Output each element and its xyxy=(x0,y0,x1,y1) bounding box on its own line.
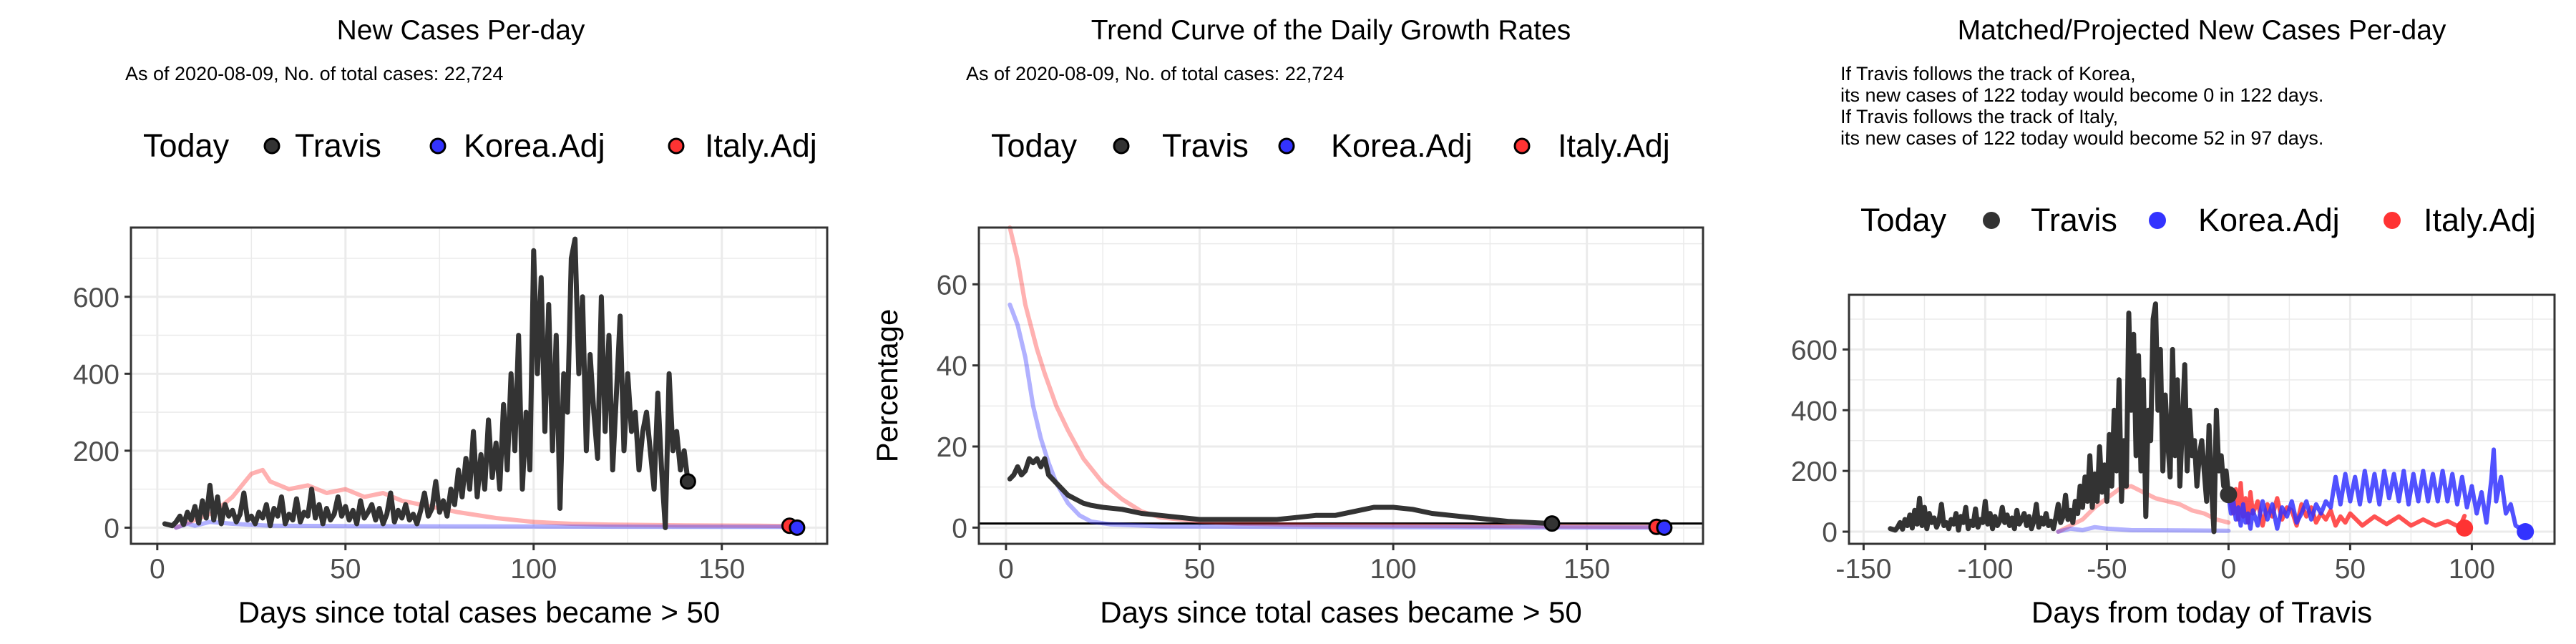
y-axis-label: Percentage xyxy=(870,309,904,463)
legend-marker-korea xyxy=(1278,137,1295,155)
x-axis-label: Days from today of Travis xyxy=(2031,595,2372,629)
y-tick-label: 400 xyxy=(1791,396,1838,426)
y-tick-label: 0 xyxy=(104,513,119,544)
y-tick-label: 200 xyxy=(73,436,119,467)
end-point-italy-adj xyxy=(2456,519,2474,537)
chart-subtitle: If Travis follows the track of Italy, xyxy=(1840,106,2118,127)
series-line-korea-adj-projected xyxy=(2226,447,2528,534)
x-tick-label: 50 xyxy=(1184,554,1215,585)
plot-panel xyxy=(979,228,1703,544)
x-tick-label: -100 xyxy=(1957,554,2013,585)
legend-marker-travis xyxy=(1113,137,1130,155)
panel-border xyxy=(977,226,1704,545)
end-point-travis xyxy=(1543,515,1561,532)
legend-label-italy: Italy.Adj xyxy=(2424,202,2536,238)
chart-title: Trend Curve of the Daily Growth Rates xyxy=(1091,15,1571,46)
chart-subtitle: If Travis follows the track of Korea, xyxy=(1840,63,2136,84)
legend-marker-italy xyxy=(668,137,685,155)
legend-label-korea: Korea.Adj xyxy=(464,127,605,164)
legend-label-travis: Travis xyxy=(295,127,381,164)
x-tick-label: -150 xyxy=(1835,554,1891,585)
legend-label-italy: Italy.Adj xyxy=(705,127,817,164)
series-line-italy-adj xyxy=(1008,225,1659,530)
x-tick-label: 50 xyxy=(2335,554,2366,585)
series-line-travis xyxy=(1007,456,1555,527)
plot-panel xyxy=(1849,295,2555,544)
legend-marker-italy xyxy=(1513,137,1531,155)
legend-label-travis: Travis xyxy=(2031,202,2117,238)
chart-subtitle: As of 2020-08-09, No. of total cases: 22… xyxy=(125,63,503,84)
y-tick-label: 0 xyxy=(952,513,967,544)
chart-subtitle: its new cases of 122 today would become … xyxy=(1840,127,2323,149)
y-tick-label: 60 xyxy=(937,270,967,301)
legend-label-today: Today xyxy=(143,127,230,164)
x-tick-label: -50 xyxy=(2087,554,2127,585)
x-tick-label: 0 xyxy=(150,554,165,585)
series-line-korea-adj xyxy=(2056,525,2231,534)
series-line-korea-adj xyxy=(174,519,799,530)
grid xyxy=(979,228,1703,544)
y-tick-label: 0 xyxy=(1822,517,1838,548)
chart-title: New Cases Per-day xyxy=(337,15,585,46)
legend-label-korea: Korea.Adj xyxy=(2198,202,2340,238)
x-tick-label: 150 xyxy=(1563,554,1610,585)
x-tick-label: 0 xyxy=(2221,554,2237,585)
axes: -150 -100 -50 0 50 100 0 200 400 600 xyxy=(1791,335,2495,585)
series-line-travis xyxy=(1888,301,2231,535)
end-point-korea-adj xyxy=(789,519,806,536)
legend-marker-italy xyxy=(2384,212,2401,229)
y-tick-label: 600 xyxy=(1791,335,1838,366)
end-point-travis xyxy=(2220,486,2238,504)
chart-p1: New Cases Per-day As of 2020-08-09, No. o… xyxy=(73,15,829,629)
y-tick-label: 600 xyxy=(73,283,119,313)
legend-label-korea: Korea.Adj xyxy=(1331,127,1473,164)
legend-label-today: Today xyxy=(991,127,1078,164)
x-tick-label: 100 xyxy=(510,554,557,585)
x-tick-label: 150 xyxy=(698,554,745,585)
chart-p3: Matched/Projected New Cases Per-day If Tr… xyxy=(1791,15,2556,629)
series-line-korea-adj xyxy=(1008,302,1667,530)
chart-subtitle: As of 2020-08-09, No. of total cases: 22… xyxy=(966,63,1344,84)
x-tick-label: 0 xyxy=(998,554,1014,585)
legend: Today Travis Korea.Adj Italy.Adj xyxy=(1860,202,2536,238)
y-tick-label: 40 xyxy=(937,351,967,382)
legend-label-travis: Travis xyxy=(1162,127,1249,164)
axes: 0 50 100 150 0 200 400 600 xyxy=(73,283,745,585)
panel-border xyxy=(130,226,829,545)
legend: Today Travis Korea.Adj Italy.Adj xyxy=(991,127,1670,164)
x-tick-label: 100 xyxy=(1370,554,1417,585)
legend-marker-travis xyxy=(263,137,280,155)
end-point-korea-adj xyxy=(1656,519,1673,536)
end-point-korea-adj xyxy=(2517,523,2534,541)
series-line-italy-adj xyxy=(174,467,792,530)
x-tick-label: 100 xyxy=(2449,554,2495,585)
x-axis-label: Days since total cases became > 50 xyxy=(1100,595,1582,629)
end-point-travis xyxy=(679,473,696,490)
axes: 0 50 100 150 0 20 40 60 xyxy=(937,270,1611,585)
chart-subtitle: its new cases of 122 today would become … xyxy=(1840,84,2323,106)
x-tick-label: 50 xyxy=(330,554,361,585)
legend-marker-travis xyxy=(1983,212,2000,229)
x-axis-label: Days since total cases became > 50 xyxy=(238,595,721,629)
legend: Today Travis Korea.Adj Italy.Adj xyxy=(143,127,817,164)
chart-p2: Trend Curve of the Daily Growth Rates As … xyxy=(870,15,1704,629)
legend-marker-korea xyxy=(429,137,447,155)
legend-label-today: Today xyxy=(1860,202,1947,238)
y-tick-label: 400 xyxy=(73,359,119,390)
y-tick-label: 200 xyxy=(1791,457,1838,487)
panel-border xyxy=(1848,293,2556,545)
chart-title: Matched/Projected New Cases Per-day xyxy=(1958,15,2446,46)
legend-label-italy: Italy.Adj xyxy=(1558,127,1670,164)
y-tick-label: 20 xyxy=(937,432,967,463)
series-line-travis xyxy=(162,236,691,530)
legend-marker-korea xyxy=(2149,212,2166,229)
